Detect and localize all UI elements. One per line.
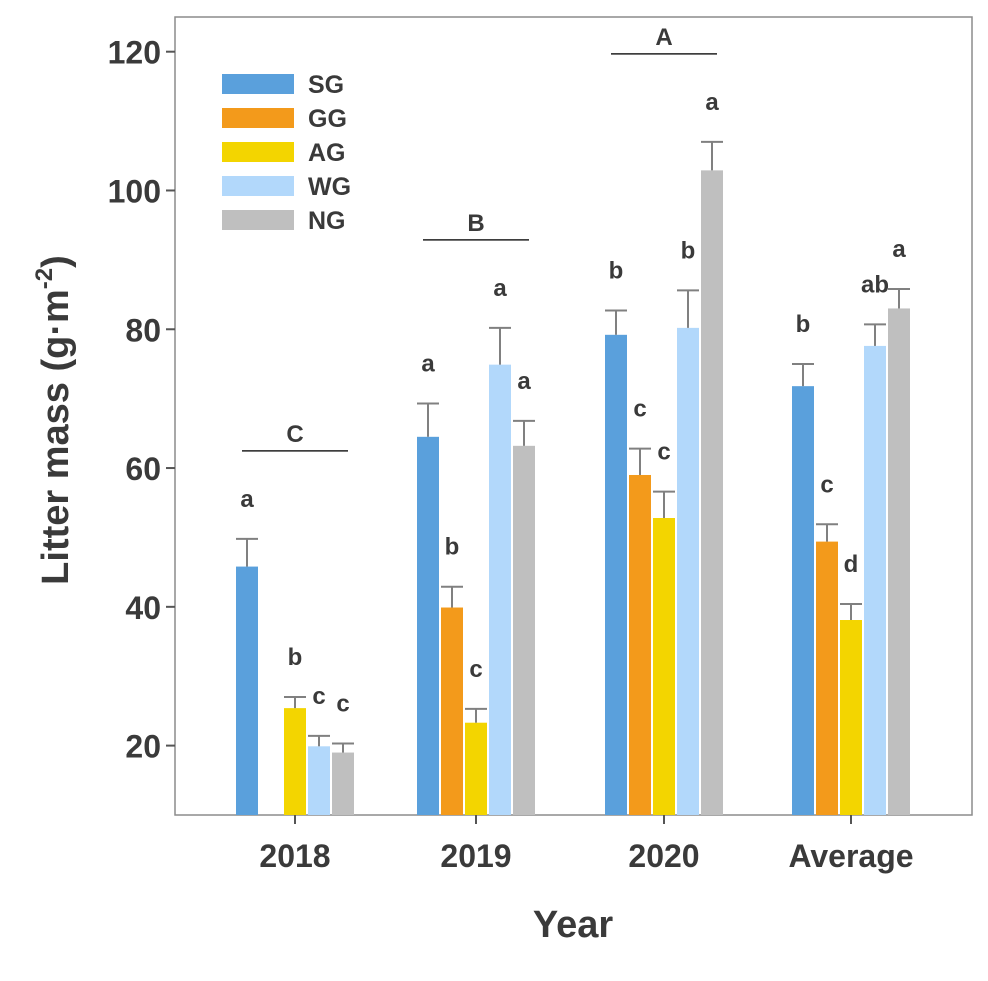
significance-letter: c bbox=[312, 683, 325, 710]
bar-sg bbox=[236, 566, 258, 815]
y-axis-title: Litter mass (g·m-2) bbox=[31, 255, 77, 585]
significance-letter: c bbox=[657, 439, 670, 466]
plot-frame-layer bbox=[174, 16, 973, 816]
legend-swatch-ag bbox=[222, 142, 294, 162]
legend-swatch-sg bbox=[222, 74, 294, 94]
y-tick-label: 80 bbox=[125, 312, 161, 348]
group-letter: A bbox=[655, 24, 672, 51]
bar-wg bbox=[489, 364, 511, 815]
bars-layer bbox=[236, 170, 910, 815]
significance-letter: a bbox=[892, 236, 906, 263]
x-tick-label: Average bbox=[788, 838, 913, 874]
x-tick-label: 2019 bbox=[440, 838, 511, 874]
bar-wg bbox=[864, 345, 886, 815]
bar-sg bbox=[417, 436, 439, 815]
bar-sg bbox=[605, 334, 627, 815]
y-axis-title-end: ) bbox=[35, 255, 77, 268]
group-letters-layer: C B A bbox=[242, 24, 717, 452]
x-axis-title: Year bbox=[533, 904, 614, 946]
significance-letter: b bbox=[681, 237, 696, 264]
y-axis-title-main: Litter mass (g·m bbox=[35, 289, 77, 585]
significance-letter: c bbox=[469, 656, 482, 683]
bar-gg bbox=[441, 607, 463, 815]
significance-letter: b bbox=[609, 258, 624, 285]
y-tick-label: 20 bbox=[125, 729, 161, 765]
legend-label-ag: AG bbox=[308, 139, 346, 167]
significance-letter: a bbox=[240, 486, 254, 513]
bar-wg bbox=[677, 327, 699, 815]
significance-letter: a bbox=[705, 89, 719, 116]
error-bars-layer bbox=[236, 140, 910, 753]
bar-ng bbox=[888, 308, 910, 815]
bar-ag bbox=[465, 722, 487, 815]
significance-letter: c bbox=[633, 396, 646, 423]
legend-swatch-gg bbox=[222, 108, 294, 128]
bar-ng bbox=[332, 752, 354, 815]
significance-letter: b bbox=[445, 534, 460, 561]
axes-layer: 20 40 60 80 100 120 2018 2019 2020 Average bbox=[108, 35, 914, 874]
significance-letter: b bbox=[288, 644, 303, 671]
significance-letter: a bbox=[421, 351, 435, 378]
x-tick-label: 2020 bbox=[628, 838, 699, 874]
y-tick-label: 60 bbox=[125, 451, 161, 487]
y-tick-label: 100 bbox=[108, 173, 161, 209]
legend-swatch-ng bbox=[222, 210, 294, 230]
significance-letter: a bbox=[493, 275, 507, 302]
y-axis-title-sup: -2 bbox=[31, 268, 58, 289]
legend: SG GG AG WG NG bbox=[222, 71, 351, 235]
significance-letter: c bbox=[336, 691, 349, 718]
legend-swatch-wg bbox=[222, 176, 294, 196]
legend-label-sg: SG bbox=[308, 71, 344, 99]
significance-letter: d bbox=[844, 551, 859, 578]
group-letter: C bbox=[286, 421, 303, 448]
bar-ng bbox=[701, 170, 723, 815]
significance-letter: ab bbox=[861, 271, 889, 298]
legend-label-wg: WG bbox=[308, 173, 351, 201]
y-tick-label: 120 bbox=[108, 35, 161, 71]
significance-letter: b bbox=[796, 311, 811, 338]
bar-wg bbox=[308, 746, 330, 815]
significance-letter: a bbox=[517, 368, 531, 395]
bar-ag bbox=[653, 518, 675, 815]
x-tick-label: 2018 bbox=[259, 838, 330, 874]
y-tick-label: 40 bbox=[125, 590, 161, 626]
legend-label-ng: NG bbox=[308, 207, 346, 235]
plot-frame bbox=[174, 16, 973, 816]
legend-label-gg: GG bbox=[308, 105, 347, 133]
bar-gg bbox=[629, 474, 651, 815]
bar-sg bbox=[792, 386, 814, 815]
significance-letter: c bbox=[820, 471, 833, 498]
bar-ag bbox=[284, 708, 306, 815]
group-letter: B bbox=[467, 210, 484, 237]
bar-ng bbox=[513, 445, 535, 815]
bar-gg bbox=[816, 541, 838, 815]
bar-ag bbox=[840, 620, 862, 815]
